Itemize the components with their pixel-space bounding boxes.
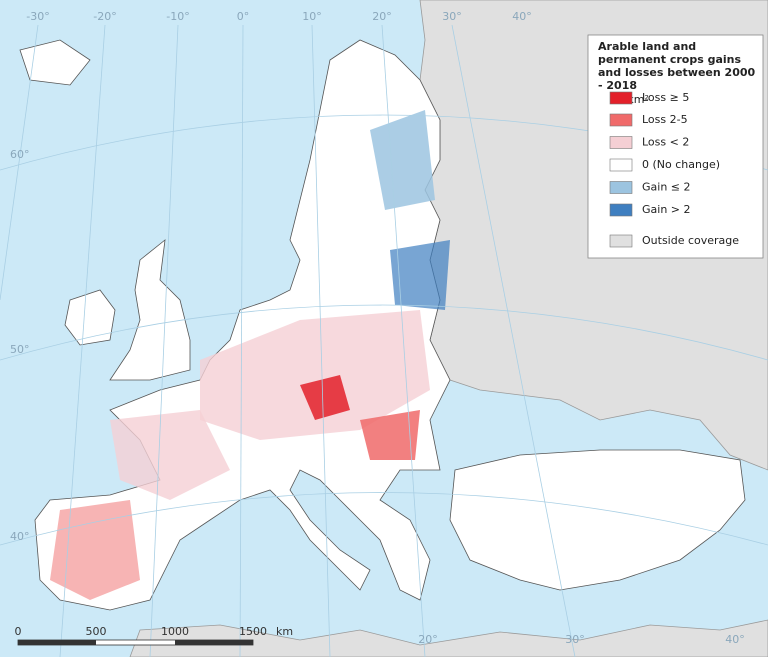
- legend-title: Arable land and permanent crops gains an…: [598, 40, 756, 90]
- legend-label: Loss ≥ 5: [642, 91, 689, 104]
- graticule-label: -30°: [26, 10, 49, 23]
- legend-swatch: [609, 136, 633, 149]
- graticule-label: -10°: [166, 10, 189, 23]
- outside-coverage-south: [129, 619, 768, 658]
- graticule-label: 30°: [565, 633, 585, 646]
- graticule-label: 40°: [512, 10, 532, 23]
- graticule-label: 40°: [725, 633, 745, 646]
- scale-bar-segment: [18, 640, 96, 645]
- turkey: [449, 449, 746, 591]
- loss-area: [110, 410, 230, 500]
- loss-mid: [360, 410, 420, 460]
- legend-swatch: [609, 158, 633, 172]
- loss-area: [200, 310, 430, 440]
- graticule-bottom: 20° 30° 40°: [418, 633, 745, 646]
- scale-bar: 0 500 1000 1500 km: [15, 625, 293, 646]
- scale-label: 500: [86, 625, 107, 638]
- legend-swatch: [609, 113, 633, 127]
- graticule-label: 20°: [372, 10, 392, 23]
- legend-label: Outside coverage: [642, 234, 739, 247]
- loss-mid: [50, 500, 140, 600]
- graticule-top: -30° -20° -10° 0° 10° 20° 30° 40°: [26, 10, 531, 23]
- graticule-label: 50°: [10, 343, 30, 356]
- graticule-label: 20°: [418, 633, 438, 646]
- scale-label: 0: [15, 625, 22, 638]
- ireland: [64, 289, 116, 346]
- scale-label: 1500: [239, 625, 267, 638]
- legend-swatch: [609, 91, 633, 105]
- graticule-label: 30°: [442, 10, 462, 23]
- iceland: [19, 39, 91, 86]
- graticule-left: 60° 50° 40°: [10, 148, 30, 543]
- legend-label: 0 (No change): [642, 158, 720, 171]
- graticule-label: 10°: [302, 10, 322, 23]
- legend-label: Gain > 2: [642, 203, 691, 216]
- graticule-label: 60°: [10, 148, 30, 161]
- gain-area: [370, 110, 435, 210]
- graticule-label: 40°: [10, 530, 30, 543]
- graticule-label: -20°: [93, 10, 116, 23]
- gain-high: [390, 240, 450, 310]
- legend-label: Gain ≤ 2: [642, 181, 691, 194]
- great-britain: [109, 239, 191, 381]
- legend-swatch: [609, 234, 633, 248]
- legend-swatch: [609, 203, 633, 217]
- legend-label: Loss < 2: [642, 136, 689, 149]
- scale-unit: km: [276, 625, 293, 638]
- scale-bar-segment: [175, 640, 253, 645]
- scale-label: 1000: [161, 625, 189, 638]
- graticule-label: 0°: [237, 10, 250, 23]
- loss-high: [300, 375, 350, 420]
- legend-swatch: [609, 181, 633, 194]
- legend-label: Loss 2-5: [642, 113, 688, 126]
- legend-title-box: Arable land and permanent crops gains an…: [598, 40, 756, 90]
- legend-items: Loss ≥ 5 Loss 2-5 Loss < 2 0 (No change) Gai…: [609, 91, 739, 248]
